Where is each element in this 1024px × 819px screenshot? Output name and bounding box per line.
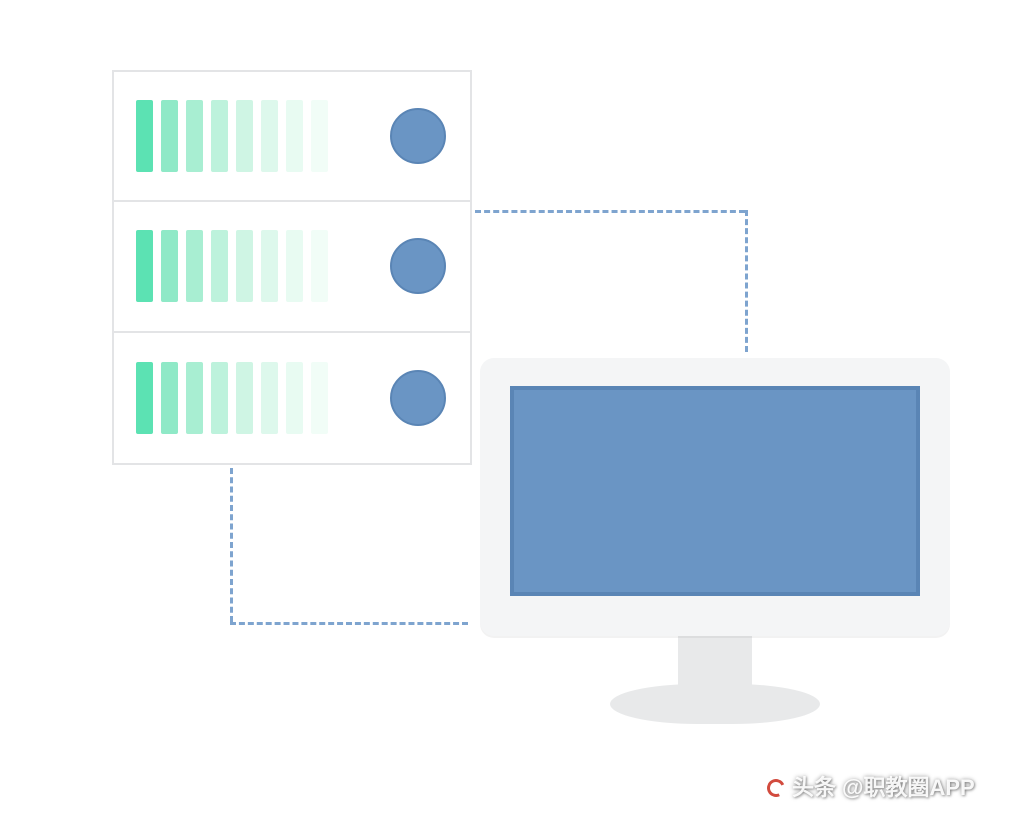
server-slot	[114, 202, 470, 332]
connector-segment	[475, 210, 745, 213]
activity-bar	[136, 100, 153, 172]
activity-bar	[161, 362, 178, 434]
monitor-stand-neck	[678, 636, 752, 694]
status-led-icon	[390, 108, 446, 164]
activity-bar	[311, 100, 328, 172]
activity-bars	[136, 100, 328, 172]
activity-bar	[161, 230, 178, 302]
desktop-monitor	[480, 358, 950, 738]
activity-bar	[161, 100, 178, 172]
status-led-icon	[390, 370, 446, 426]
diagram-canvas: 头条 @职教圈APP	[0, 0, 1024, 819]
connector-segment	[230, 468, 233, 622]
server-slot	[114, 72, 470, 202]
activity-bars	[136, 230, 328, 302]
activity-bar	[186, 362, 203, 434]
watermark-handle: @职教圈APP	[842, 770, 975, 802]
activity-bar	[236, 362, 253, 434]
activity-bar	[236, 100, 253, 172]
activity-bar	[186, 230, 203, 302]
server-slot	[114, 333, 470, 463]
activity-bar	[261, 362, 278, 434]
activity-bar	[186, 100, 203, 172]
activity-bar	[286, 100, 303, 172]
connector-segment	[230, 622, 468, 625]
activity-bar	[311, 230, 328, 302]
activity-bar	[136, 362, 153, 434]
activity-bar	[236, 230, 253, 302]
status-led-icon	[390, 238, 446, 294]
activity-bar	[136, 230, 153, 302]
activity-bar	[211, 100, 228, 172]
activity-bar	[261, 100, 278, 172]
activity-bar	[311, 362, 328, 434]
server-rack	[112, 70, 472, 465]
activity-bar	[286, 230, 303, 302]
connector-segment	[745, 210, 748, 352]
watermark-logo-icon	[760, 773, 786, 799]
activity-bar	[261, 230, 278, 302]
activity-bar	[286, 362, 303, 434]
activity-bar	[211, 230, 228, 302]
activity-bars	[136, 362, 328, 434]
monitor-screen	[510, 386, 920, 596]
activity-bar	[211, 362, 228, 434]
watermark-prefix: 头条	[792, 770, 836, 802]
watermark: 头条 @职教圈APP	[760, 770, 975, 802]
